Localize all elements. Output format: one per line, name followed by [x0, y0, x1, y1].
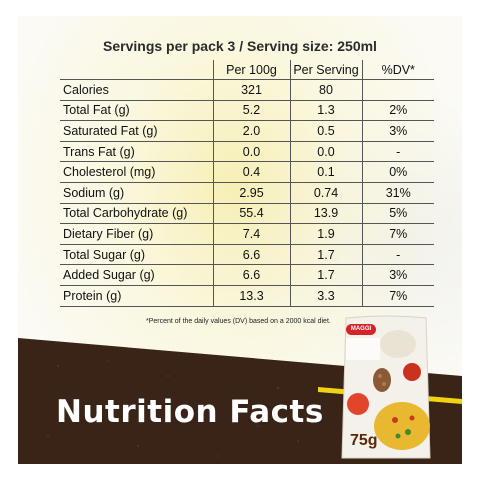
nutrient-name: Total Carbohydrate (g) [60, 202, 214, 224]
value-dv: - [362, 243, 434, 265]
nutrient-name: Cholesterol (mg) [60, 161, 214, 183]
nutrition-rows: Calories 321 80 Total Fat (g) 5.2 1.3 2% Satura… [60, 79, 434, 307]
nutrient-name: Sodium (g) [60, 181, 214, 204]
table-row: Total Carbohydrate (g) 55.4 13.9 5% [60, 202, 434, 224]
value-per-100g: 55.4 [213, 202, 291, 224]
value-per-100g: 7.4 [213, 223, 291, 245]
nutrient-name: Total Sugar (g) [60, 243, 214, 265]
value-per-serving: 0.5 [290, 120, 363, 142]
nutrient-name: Added Sugar (g) [60, 264, 214, 286]
nutrient-name: Dietary Fiber (g) [60, 223, 214, 245]
soup-pouch-illustration [341, 315, 431, 459]
value-per-100g: 2.0 [213, 120, 291, 142]
value-per-100g: 13.3 [213, 284, 291, 307]
table-row: Added Sugar (g) 6.6 1.7 3% [60, 264, 434, 286]
value-per-serving: 1.7 [290, 243, 363, 265]
value-dv: 31% [362, 181, 434, 204]
value-per-serving: 1.9 [290, 223, 363, 245]
value-dv: 7% [362, 284, 434, 307]
value-per-serving: 0.1 [290, 161, 363, 183]
table-row: Trans Fat (g) 0.0 0.0- [60, 140, 434, 162]
value-dv: 3% [362, 120, 434, 142]
value-dv: 5% [362, 202, 434, 224]
value-per-serving: 0.74 [290, 181, 363, 204]
value-per-serving: 0.0 [290, 140, 363, 162]
table-row: Sodium (g) 2.95 0.74 31% [60, 181, 434, 204]
value-per-100g: 0.4 [213, 161, 291, 183]
value-dv [362, 79, 434, 101]
nutrition-facts-title: Nutrition Facts [56, 394, 324, 430]
value-dv: - [362, 140, 434, 162]
value-per-100g: 321 [213, 79, 291, 101]
servings-heading: Servings per pack 3 / Serving size: 250m… [103, 38, 377, 54]
nutrient-name: Total Fat (g) [60, 99, 214, 121]
value-per-serving: 3.3 [290, 284, 363, 307]
table-row: Total Fat (g) 5.2 1.3 2% [60, 99, 434, 121]
table-row: Dietary Fiber (g) 7.4 1.9 7% [60, 223, 434, 245]
value-per-100g: 6.6 [213, 243, 291, 265]
value-dv: 3% [362, 264, 434, 286]
daily-value-footnote: *Percent of the daily values (DV) based … [146, 318, 331, 325]
table-row: Cholesterol (mg) 0.4 0.1 0% [60, 161, 434, 183]
column-header-per-serving: Per Serving [289, 60, 363, 80]
nutrient-name: Trans Fat (g) [60, 140, 214, 162]
nutrient-name: Protein (g) [60, 284, 214, 307]
table-row: Calories 321 80 [60, 79, 434, 101]
nutrition-table: Per 100g Per Serving %DV* Calories 321 80 T… [60, 60, 434, 307]
value-per-serving: 13.9 [290, 202, 363, 224]
value-dv: 7% [362, 223, 434, 245]
value-per-serving: 1.7 [290, 264, 363, 286]
value-dv: 0% [362, 161, 434, 183]
nutrient-name: Saturated Fat (g) [60, 120, 214, 142]
nutrient-name: Calories [60, 79, 214, 101]
value-per-100g: 0.0 [213, 140, 291, 162]
pack-weight: 75g [350, 432, 378, 449]
value-dv: 2% [362, 99, 434, 121]
table-header-row: Per 100g Per Serving %DV* [60, 60, 434, 80]
value-per-serving: 1.3 [290, 99, 363, 121]
value-per-100g: 2.95 [213, 181, 291, 204]
table-row: Protein (g) 13.3 3.3 7% [60, 284, 434, 307]
speckle-texture [47, 360, 300, 457]
value-per-serving: 80 [290, 79, 363, 101]
table-row: Saturated Fat (g) 2.0 0.5 3% [60, 120, 434, 142]
value-per-100g: 6.6 [213, 264, 291, 286]
nutrition-card: Servings per pack 3 / Serving size: 250m… [18, 16, 462, 464]
product-pack-image: MAGGI 75g [340, 314, 432, 462]
brand-logo: MAGGI [346, 324, 376, 335]
value-per-100g: 5.2 [213, 99, 291, 121]
table-row: Total Sugar (g) 6.6 1.7- [60, 243, 434, 265]
